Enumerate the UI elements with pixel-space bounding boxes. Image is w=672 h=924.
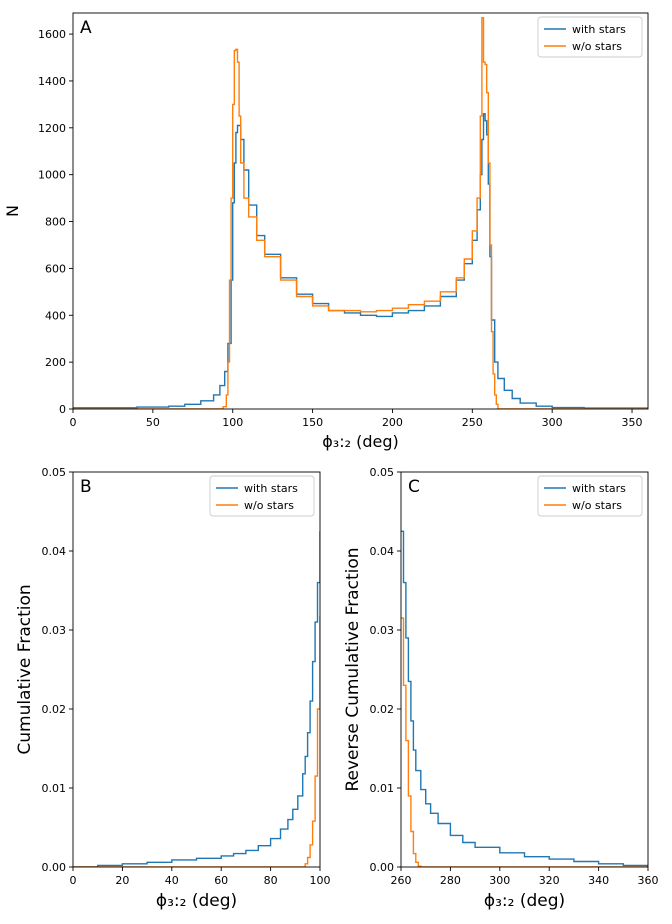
x-tick-label: 340 — [588, 874, 609, 887]
legend-label: w/o stars — [244, 499, 294, 512]
x-axis-label: ϕ₃:₂ (deg) — [322, 432, 399, 451]
y-tick-label: 0.04 — [370, 545, 395, 558]
y-tick-label: 200 — [45, 356, 66, 369]
legend-box — [209, 475, 315, 517]
y-tick-label: 400 — [45, 309, 66, 322]
x-tick-label: 320 — [539, 874, 560, 887]
y-tick-label: 1200 — [38, 122, 66, 135]
y-tick-label: 1400 — [38, 75, 66, 88]
x-tick-label: 300 — [489, 874, 510, 887]
y-tick-label: 0.01 — [42, 782, 67, 795]
series-line-without-stars — [73, 17, 648, 409]
panel-label: A — [80, 18, 92, 38]
y-tick-label: 0.00 — [42, 861, 67, 874]
y-tick-label: 0.02 — [42, 703, 67, 716]
x-tick-label: 20 — [115, 874, 129, 887]
x-tick-label: 260 — [391, 874, 412, 887]
legend: with stars w/o stars — [537, 16, 643, 58]
series-line-with-stars — [73, 113, 648, 409]
x-tick-label: 80 — [264, 874, 278, 887]
legend-box — [537, 475, 643, 517]
y-tick-label: 0.01 — [370, 782, 395, 795]
x-axis-label: ϕ₃:₂ (deg) — [484, 891, 565, 911]
legend: with stars w/o stars — [209, 475, 315, 517]
plot-frame — [72, 471, 321, 868]
x-axis-label: ϕ₃:₂ (deg) — [156, 891, 237, 911]
y-axis-label: N — [3, 205, 22, 217]
y-axis-label: Reverse Cumulative Fraction — [343, 547, 363, 791]
y-tick-label: 600 — [45, 262, 66, 275]
y-tick-label: 1000 — [38, 169, 66, 182]
y-tick-label: 0 — [59, 403, 66, 416]
y-tick-label: 0.03 — [42, 624, 67, 637]
y-tick-label: 0.00 — [370, 861, 395, 874]
legend-label: with stars — [572, 482, 626, 495]
y-tick-label: 0.05 — [370, 466, 395, 479]
panel-label: B — [80, 477, 92, 497]
chart-panel-a: 0 50 100 150 200 250 300 350 0 200 400 600 800 1000 12… — [3, 12, 649, 451]
x-tick-label: 0 — [70, 416, 77, 429]
y-tick-label: 0.05 — [42, 466, 67, 479]
y-tick-label: 0.02 — [370, 703, 395, 716]
x-tick-label: 60 — [214, 874, 228, 887]
legend-label: with stars — [572, 23, 626, 36]
legend-label: w/o stars — [572, 40, 622, 53]
legend: with stars w/o stars — [537, 475, 643, 517]
x-tick-label: 300 — [542, 416, 563, 429]
chart-panel-b: 0 20 40 60 80 100 0.00 0.01 0.02 0.03 0.04 0.05 Bϕ₃:… — [15, 466, 331, 911]
y-tick-label: 0.03 — [370, 624, 395, 637]
series-line-with-stars — [73, 531, 320, 867]
x-tick-label: 0 — [70, 874, 77, 887]
legend-box — [537, 16, 643, 58]
plot-frame — [400, 471, 649, 868]
series-line-with-stars — [401, 530, 648, 867]
y-axis-label: Cumulative Fraction — [15, 584, 35, 754]
x-tick-label: 350 — [622, 416, 643, 429]
y-tick-label: 1600 — [38, 28, 66, 41]
x-tick-label: 50 — [146, 416, 160, 429]
x-tick-label: 100 — [222, 416, 243, 429]
series-line-without-stars — [401, 617, 648, 867]
panel-label: C — [408, 477, 420, 497]
x-tick-label: 250 — [462, 416, 483, 429]
series-line-without-stars — [73, 615, 320, 867]
x-tick-label: 100 — [310, 874, 331, 887]
y-tick-label: 0.04 — [42, 545, 67, 558]
legend-label: w/o stars — [572, 499, 622, 512]
chart-panel-c: 260 280 300 320 340 360 0.00 0.01 0.02 0.03 0.04 0.… — [343, 466, 659, 911]
x-tick-label: 360 — [638, 874, 659, 887]
y-tick-label: 800 — [45, 216, 66, 229]
x-tick-label: 280 — [440, 874, 461, 887]
x-tick-label: 40 — [165, 874, 179, 887]
x-tick-label: 150 — [302, 416, 323, 429]
legend-label: with stars — [244, 482, 298, 495]
plot-frame — [72, 12, 649, 410]
x-tick-label: 200 — [382, 416, 403, 429]
